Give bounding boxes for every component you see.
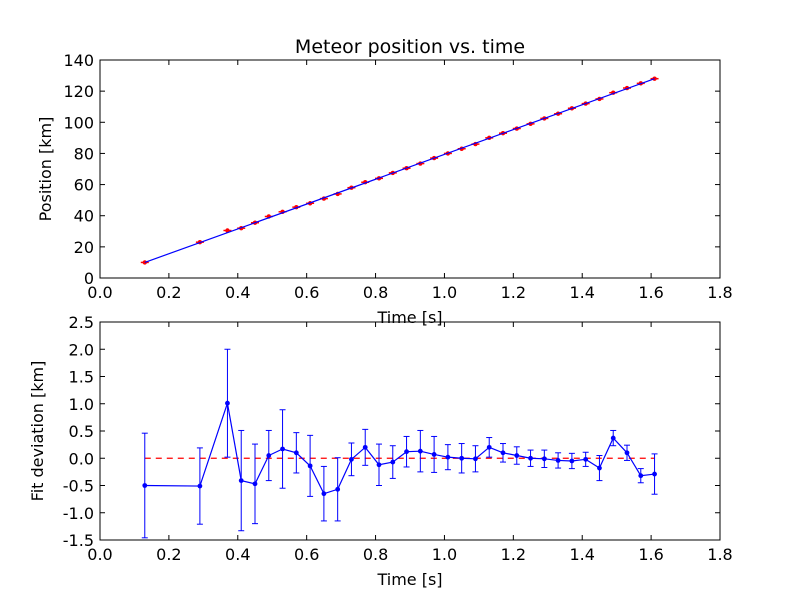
x-tick-label: 1.0 [432,283,457,302]
y-tick-label: -1.0 [63,504,94,523]
y-tick-label: -1.5 [63,531,94,550]
deviation-point [638,473,644,479]
deviation-point [252,481,258,487]
y-tick-label: 120 [63,82,94,101]
deviation-point [610,435,616,441]
position-x-axis-label: Time [s] [376,308,442,327]
y-tick-label: 80 [74,144,94,163]
position-axes-frame [99,59,721,279]
deviation-point [500,450,506,456]
deviation-chart: 0.0 0.2 0.4 0.6 0.8 1.0 1.2 1.4 1.6 1.8 -1.5-1.0-… [28,313,733,589]
y-tick-label: 100 [63,113,94,132]
y-tick-label: 1.5 [69,368,94,387]
deviation-point [280,446,285,452]
deviation-point [307,463,313,469]
position-fit-line [144,78,655,263]
x-tick-label: 0.4 [225,283,250,302]
deviation-point [225,400,230,406]
y-tick-label: 60 [74,176,94,195]
x-tick-label: 1.6 [638,545,663,564]
y-tick-label: 1.0 [69,395,94,414]
x-tick-label: 1.8 [707,545,732,564]
y-tick-label: 0.0 [69,449,94,468]
x-tick-label: 0.8 [363,545,388,564]
x-tick-label: 0.0 [87,283,112,302]
x-tick-label: 0.2 [156,283,181,302]
x-tick-label: 1.0 [432,545,457,564]
position-chart-title: Meteor position vs. time [295,36,525,58]
position-y-axis-label: Position [km] [36,117,55,222]
deviation-point [473,456,478,462]
deviation-x-axis-label: Time [s] [376,570,442,589]
x-tick-label: 0.2 [156,545,181,564]
deviation-point [652,471,657,477]
deviation-point [445,454,451,460]
x-tick-label: 0.8 [363,283,388,302]
deviation-point [417,448,423,454]
position-plot-area [140,76,659,265]
position-y-ticks: 0 20 40 60 80 100 120 140 [63,51,720,288]
y-tick-label: -0.5 [63,477,94,496]
deviation-point [390,459,396,465]
deviation-point [569,458,575,464]
deviation-point [266,453,272,458]
deviation-point [404,449,409,455]
y-tick-label: 0 [84,269,94,288]
x-tick-label: 0.6 [294,283,319,302]
deviation-point [349,456,354,462]
deviation-point [293,450,299,456]
deviation-point [514,453,520,458]
x-tick-label: 1.4 [569,545,594,564]
deviation-point [431,452,437,457]
deviation-series-group [141,348,658,539]
deviation-point [555,458,561,463]
x-tick-label: 1.2 [501,545,526,564]
deviation-point [624,450,630,456]
y-tick-label: 2.5 [69,313,94,332]
deviation-point [362,444,368,450]
x-tick-label: 1.4 [569,283,594,302]
position-x-ticks: 0.0 0.2 0.4 0.6 0.8 1.0 1.2 1.4 1.6 1.8 [87,60,733,302]
deviation-point [197,483,203,489]
deviation-point [321,491,327,497]
deviation-point [376,462,382,468]
deviation-y-ticks: -1.5 -1.0 -0.5 0.0 0.5 1.0 1.5 2.0 2.5 [63,313,720,550]
x-tick-label: 1.8 [707,283,732,302]
deviation-point [583,456,589,462]
deviation-y-axis-label: Fit deviation [km] [28,361,47,502]
deviation-series-line [144,403,655,495]
deviation-point [142,483,148,488]
x-tick-label: 0.4 [225,545,250,564]
deviation-point [238,478,244,483]
x-tick-label: 0.6 [294,545,319,564]
deviation-point [528,455,533,461]
deviation-point [597,465,602,471]
deviation-plot-area [141,348,658,539]
deviation-point [335,486,341,492]
y-tick-label: 40 [74,207,94,226]
x-tick-label: 0.0 [87,545,112,564]
deviation-x-ticks: 0.0 0.2 0.4 0.6 0.8 1.0 1.2 1.4 1.6 1.8 [87,322,733,564]
y-tick-label: 0.5 [69,422,94,441]
y-tick-label: 140 [63,51,94,70]
deviation-point [486,444,492,450]
y-tick-label: 20 [74,238,94,257]
x-tick-label: 1.2 [501,283,526,302]
position-chart: Meteor position vs. time 0.0 0.2 0.4 0.6 0.8… [36,36,733,327]
y-tick-label: 2.0 [69,340,94,359]
x-tick-label: 1.6 [638,283,663,302]
deviation-point [541,456,547,462]
deviation-point [459,455,465,461]
